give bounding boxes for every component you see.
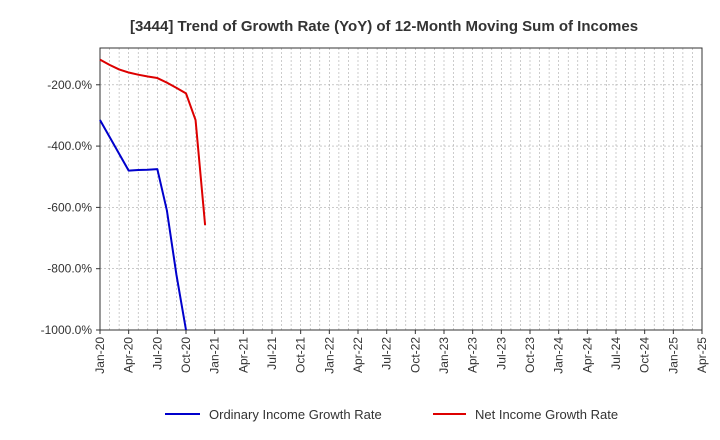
series-line-net-income	[99, 58, 207, 226]
y-tick-label: -600.0%	[47, 200, 92, 214]
x-tick-label: Apr-22	[351, 337, 365, 373]
x-tick-label: Jul-20	[150, 337, 164, 370]
x-tick-label: Apr-21	[236, 337, 250, 373]
legend-label: Net Income Growth Rate	[475, 407, 618, 422]
x-axis: Jan-20 Apr-20 Jul-20 Oct-20 Jan-21 Apr-21 Jul-…	[93, 330, 709, 374]
y-tick-label: -1000.0%	[41, 323, 93, 337]
series-group	[99, 58, 207, 331]
x-tick-label: Oct-23	[523, 337, 537, 373]
x-tick-label: Jan-21	[208, 337, 222, 374]
x-tick-label: Jan-23	[437, 337, 451, 374]
x-tick-label: Jan-20	[93, 337, 107, 374]
y-axis: -200.0% -400.0% -600.0% -800.0% -1000.0%	[41, 78, 100, 337]
x-tick-label: Jul-21	[265, 337, 279, 370]
series-line-ordinary-income	[99, 119, 187, 331]
legend-label: Ordinary Income Growth Rate	[209, 407, 382, 422]
legend: Ordinary Income Growth Rate Net Income Gr…	[165, 407, 618, 422]
x-tick-label: Jan-22	[322, 337, 336, 374]
x-tick-label: Jul-24	[609, 337, 623, 370]
x-tick-label: Oct-20	[179, 337, 193, 373]
x-tick-label: Apr-24	[580, 337, 594, 373]
x-tick-label: Apr-23	[466, 337, 480, 373]
chart-title: [3444] Trend of Growth Rate (YoY) of 12-…	[130, 18, 638, 35]
x-tick-label: Oct-22	[408, 337, 422, 373]
x-tick-label: Jan-24	[552, 337, 566, 374]
y-tick-label: -800.0%	[47, 262, 92, 276]
x-tick-label: Apr-25	[695, 337, 709, 373]
x-tick-label: Jan-25	[666, 337, 680, 374]
y-tick-label: -400.0%	[47, 139, 92, 153]
x-tick-label: Apr-20	[122, 337, 136, 373]
x-tick-label: Oct-21	[294, 337, 308, 373]
grid	[100, 48, 702, 330]
y-tick-label: -200.0%	[47, 78, 92, 92]
x-tick-label: Oct-24	[638, 337, 652, 373]
x-tick-label: Jul-23	[494, 337, 508, 370]
x-tick-label: Jul-22	[380, 337, 394, 370]
plot-frame	[99, 47, 703, 331]
